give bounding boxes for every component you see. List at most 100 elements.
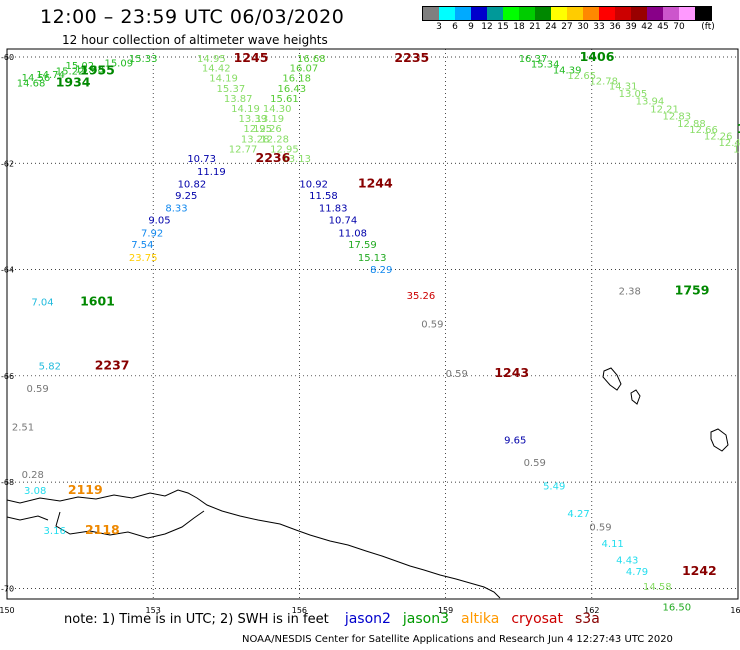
y-axis-ticks: -60 -62 -64 -66 -68 -70 [1,53,14,593]
legend-unit: (ft) [701,22,715,32]
swh-value-label: 13.87 [224,94,253,105]
coastline [6,367,729,599]
swh-value-label: 12.26 [704,132,733,143]
legend-tick-label: 18 [513,22,525,32]
swh-value-label: 15.09 [104,58,133,69]
time-label: 1245 [234,50,269,65]
satellite-altika: altika [461,611,500,627]
swh-value-label: 12.88 [677,119,706,130]
swh-value-label: 4.27 [567,509,589,520]
swh-value-label: 10.92 [299,179,328,190]
island-2 [630,389,641,405]
time-label: 1601 [80,293,115,308]
coastline-west [6,515,49,521]
legend-tick-label: 42 [641,22,653,32]
swh-value-label: 14.95 [197,54,226,65]
swh-value-label: 11.83 [319,203,348,214]
satellite-jason3: jason3 [402,611,450,627]
time-label: 2236 [256,150,291,165]
legend-tick-label: 9 [468,22,474,32]
swh-value-label: 16.50 [662,602,691,613]
swh-value-label: 0.28 [22,470,44,481]
legend-tick-label: 24 [545,22,557,32]
swh-value-label: 15.22 [56,66,85,77]
swh-value-label: 7.92 [141,228,163,239]
swh-value-label: 15.88 [75,65,104,76]
swh-value-label: 23.75 [129,253,158,264]
legend-tick-label: 30 [577,22,589,32]
legend-swatch [535,7,551,20]
x-tick-label: 156 [292,606,307,615]
time-label: 2237 [95,358,130,373]
time-label: 1243 [494,365,529,380]
swh-value-label: 8.33 [165,203,187,214]
swh-value-label: 12.21 [650,105,679,116]
y-tick-label: -60 [1,53,14,62]
swh-value-label: 35.26 [407,291,436,302]
swh-value-label: 10.74 [329,216,358,227]
map-frame [6,48,739,600]
legend-tick-label: 12 [481,22,493,32]
swh-value-label: 0.59 [589,523,611,534]
legend-swatch [455,7,471,20]
credit-line: NOAA/NESDIS Center for Satellite Applica… [242,634,673,645]
swh-value-label: 14.58 [643,582,672,593]
color-legend-bar [422,6,712,21]
swh-value-label: 12.95 [270,144,299,155]
swh-value-label: 11.58 [309,191,338,202]
swh-value-label: 14.19 [209,74,238,85]
time-label: 1406 [580,49,615,64]
swh-value-label: 7.54 [131,240,153,251]
island-1 [602,367,622,391]
swh-value-label: 14.39 [553,66,582,77]
swh-value-label: 16.43 [277,84,306,95]
swh-value-label: 13.28 [241,134,270,145]
legend-swatch [551,7,567,20]
y-tick-label: -62 [1,159,14,168]
swh-value-label: 3.16 [44,526,66,537]
x-tick-label: 162 [584,606,599,615]
x-axis-ticks: 150 153 156 159 162 165 [0,606,740,615]
x-tick-label: 165 [730,606,740,615]
swh-value-label: 15.13 [358,253,387,264]
legend-tick-label: 70 [673,22,685,32]
swh-value-label: 12.78 [589,76,618,87]
swh-value-label: 13.13 [282,154,311,165]
time-label: 1242 [682,563,717,578]
y-tick-label: -64 [1,266,14,275]
swh-value-label: 12.95 [243,124,272,135]
swh-value-label: 16.68 [297,54,326,65]
legend-tick-label: 15 [497,22,509,32]
legend-swatch [519,7,535,20]
swh-value-label: 7.04 [31,297,53,308]
legend-swatch [695,7,711,20]
swh-value-label: 3.08 [24,486,46,497]
swh-value-label: 14.30 [263,104,292,115]
legend-swatch [599,7,615,20]
time-label: 1244 [358,175,393,190]
swh-value-label: 15.33 [129,54,158,65]
swh-value-label: 2.51 [12,422,34,433]
swh-value-label: 17.59 [348,240,377,251]
map-subtitle: 12 hour collection of altimeter wave hei… [62,33,328,47]
swh-value-label: 4.43 [616,556,638,567]
legend-swatch [647,7,663,20]
swh-value-label: 4.11 [602,539,624,550]
swh-value-label: 0.59 [524,458,546,469]
legend-swatch [583,7,599,20]
time-label: 1934 [56,74,91,89]
time-label: 2119 [68,482,103,497]
swh-value-label: 10.82 [178,179,207,190]
swh-value-label: 16.07 [290,64,319,75]
swh-value-label: 13.39 [238,114,267,125]
time-label: 1 [737,121,740,136]
swh-value-label: 9.65 [504,436,526,447]
swh-value-label: 0.59 [26,384,48,395]
x-tick-label: 150 [0,606,15,615]
swh-value-label: 15.61 [270,94,299,105]
y-tick-label: -68 [1,478,14,487]
legend-tick-label: 3 [436,22,442,32]
swh-value-label: 12.28 [260,134,289,145]
